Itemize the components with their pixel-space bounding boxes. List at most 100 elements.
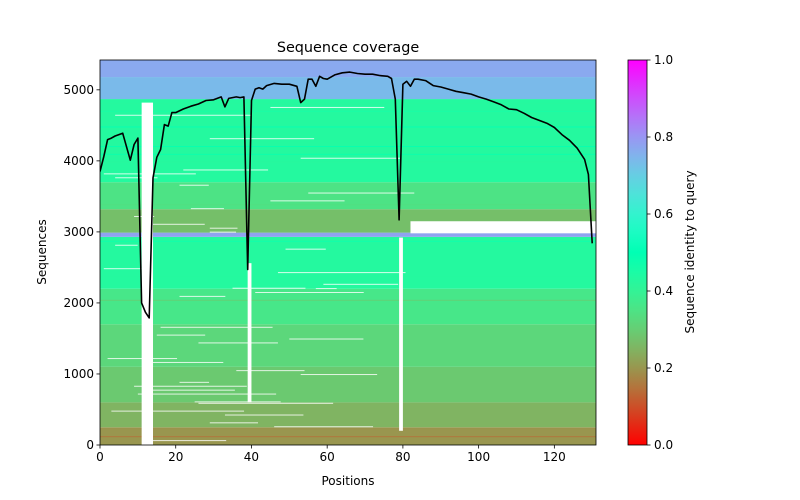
sparse-stripe <box>115 177 158 179</box>
identity-band <box>100 324 596 367</box>
sparse-stripe <box>270 200 345 202</box>
y-tick-label: 4000 <box>63 154 94 168</box>
identity-stripe <box>100 110 596 112</box>
sparse-stripe <box>274 426 374 428</box>
identity-band <box>100 366 596 403</box>
sparse-stripe <box>300 157 401 159</box>
sparse-stripe <box>209 138 315 140</box>
gap-region <box>141 102 154 445</box>
identity-stripe <box>100 153 596 155</box>
x-tick-label: 0 <box>96 450 104 464</box>
sparse-stripe <box>232 287 306 289</box>
identity-stripe <box>100 126 596 128</box>
colorbar-tick-label: 0.2 <box>654 361 673 375</box>
sparse-stripe <box>115 114 252 116</box>
chart-title: Sequence coverage <box>277 40 420 56</box>
identity-stripe <box>100 444 596 445</box>
sparse-stripe <box>323 283 399 285</box>
y-axis: 0 1000 2000 3000 4000 5000 <box>63 83 100 452</box>
sparse-stripe <box>149 389 235 391</box>
y-tick-label: 1000 <box>63 367 94 381</box>
colorbar-ticks: 0.0 0.2 0.4 0.6 0.8 1.0 <box>647 53 673 452</box>
sparse-stripe <box>179 381 210 383</box>
sparse-stripe <box>149 223 205 225</box>
identity-stripe <box>100 204 596 206</box>
sparse-stripe <box>153 440 227 442</box>
sparse-stripe <box>183 169 269 171</box>
sparse-stripe <box>134 385 247 387</box>
sparse-stripe <box>209 422 259 424</box>
sparse-stripe <box>190 208 224 210</box>
coverage-gaps <box>141 102 596 445</box>
identity-stripe <box>100 299 596 301</box>
identity-stripe <box>100 436 596 438</box>
identity-band <box>100 99 596 183</box>
identity-stripe <box>100 146 596 148</box>
sparse-stripe <box>179 295 226 297</box>
sparse-stripe <box>137 393 277 395</box>
colorbar-tick-label: 0.8 <box>654 130 673 144</box>
sparse-stripe <box>111 410 245 412</box>
identity-band <box>100 402 596 428</box>
sparse-stripe <box>209 227 238 229</box>
sparse-stripe <box>179 184 209 186</box>
sparse-stripe <box>103 268 143 270</box>
identity-band <box>100 77 596 100</box>
sparse-stripe <box>198 342 278 344</box>
sparse-stripe <box>160 326 273 328</box>
identity-band <box>100 236 596 289</box>
identity-bands <box>100 60 596 445</box>
plot-area <box>100 60 596 445</box>
sparse-stripe <box>300 374 378 376</box>
x-tick-label: 120 <box>543 450 566 464</box>
x-tick-label: 60 <box>320 450 335 464</box>
x-axis-label: Positions <box>322 474 375 488</box>
identity-band <box>100 427 596 445</box>
sparse-stripe <box>285 248 326 250</box>
sparse-stripe <box>277 272 406 274</box>
y-tick-label: 2000 <box>63 296 94 310</box>
identity-band <box>100 288 596 325</box>
sparse-stripe <box>224 414 304 416</box>
colorbar: 0.0 0.2 0.4 0.6 0.8 1.0 Sequence identity to … <box>627 53 697 452</box>
x-tick-label: 20 <box>168 450 183 464</box>
sparse-stripe <box>255 291 364 293</box>
sparse-stripe <box>270 106 385 108</box>
gap-region <box>410 221 596 234</box>
gap-region <box>247 263 252 403</box>
x-tick-label: 40 <box>244 450 259 464</box>
sparse-stripe <box>289 338 364 340</box>
x-axis: 0 20 40 60 80 100 120 <box>96 445 566 464</box>
coverage-line <box>100 71 593 319</box>
sparse-stripe <box>149 361 224 363</box>
y-axis-label: Sequences <box>35 219 49 284</box>
plot-frame <box>99 59 597 446</box>
x-tick-label: 80 <box>395 450 410 464</box>
y-tick-label: 0 <box>86 438 94 452</box>
colorbar-bar <box>627 59 648 446</box>
gap-region <box>399 237 403 431</box>
sparse-stripe <box>194 401 281 403</box>
identity-stripe <box>100 161 596 163</box>
sparse-stripe <box>236 370 305 372</box>
sparse-stripe <box>308 192 415 194</box>
sparse-stripe <box>209 231 237 233</box>
identity-stripe <box>100 103 596 105</box>
sparse-stripe <box>156 334 206 336</box>
identity-stripe <box>100 428 596 430</box>
colorbar-tick-label: 0.0 <box>654 438 673 452</box>
y-tick-label: 5000 <box>63 83 94 97</box>
identity-band <box>100 232 596 237</box>
sparse-stripe <box>315 288 337 290</box>
sparse-stripe <box>198 402 334 404</box>
colorbar-tick-label: 0.6 <box>654 207 673 221</box>
y-tick-label: 3000 <box>63 225 94 239</box>
identity-stripes <box>100 103 596 445</box>
identity-stripe <box>100 240 596 242</box>
colorbar-tick-label: 1.0 <box>654 53 673 67</box>
identity-stripe <box>100 276 596 278</box>
colorbar-label: Sequence identity to query <box>683 170 697 333</box>
x-tick-label: 100 <box>467 450 490 464</box>
colorbar-tick-label: 0.4 <box>654 284 673 298</box>
